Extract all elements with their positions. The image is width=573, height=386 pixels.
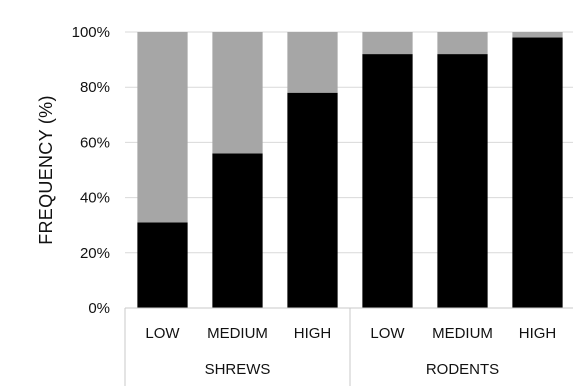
- x-category-label: MEDIUM: [207, 325, 268, 342]
- bar-segment-series0-medium: [437, 54, 488, 308]
- y-tick-label: 0%: [88, 300, 110, 317]
- x-category-label: HIGH: [519, 325, 557, 342]
- bar-segment-series0-low: [362, 54, 413, 308]
- y-tick-label: 20%: [80, 245, 110, 262]
- bar-segment-series1-medium: [212, 32, 263, 154]
- y-tick-label: 40%: [80, 190, 110, 207]
- bars: [137, 32, 563, 309]
- bar-segment-series1-high: [512, 32, 563, 38]
- gridlines: [125, 31, 573, 254]
- labels: 0% 20% 40% 60% 80% 100% LOW MEDIUM HIGH LOW MEDIUM…: [72, 24, 557, 378]
- y-tick-label: 80%: [80, 79, 110, 96]
- x-category-label: MEDIUM: [432, 325, 493, 342]
- bar-segment-series1-medium: [437, 32, 488, 55]
- bar-segment-series0-low: [137, 222, 188, 308]
- bar-segment-series1-low: [362, 32, 413, 55]
- x-group-label: SHREWS: [205, 361, 271, 378]
- x-category-label: LOW: [370, 325, 405, 342]
- axes: [124, 307, 573, 386]
- bar-segment-series1-low: [137, 32, 188, 223]
- bar-segment-series0-high: [287, 92, 338, 308]
- bar-segment-series0-high: [512, 37, 563, 309]
- y-tick-label: 60%: [80, 134, 110, 151]
- x-category-label: LOW: [145, 325, 180, 342]
- y-tick-label: 100%: [72, 24, 110, 41]
- y-axis-title: FREQUENCY (%): [36, 95, 56, 245]
- bar-segment-series1-high: [287, 32, 338, 93]
- bar-segment-series0-medium: [212, 153, 263, 308]
- x-category-label: HIGH: [294, 325, 332, 342]
- x-group-label: RODENTS: [426, 361, 499, 378]
